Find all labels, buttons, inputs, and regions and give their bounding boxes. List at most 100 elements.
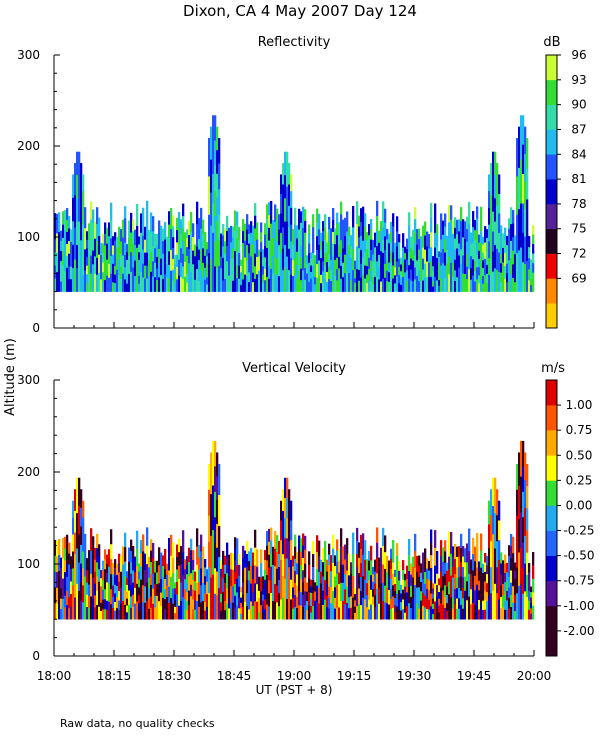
heatmap-cell (88, 573, 91, 585)
heatmap-cell (70, 279, 73, 292)
heatmap-cell (96, 548, 99, 563)
heatmap-cell (360, 235, 363, 251)
heatmap-cell (274, 566, 277, 585)
heatmap-cell (54, 603, 57, 620)
heatmap-cell (190, 538, 193, 551)
heatmap-cell (206, 263, 209, 271)
heatmap-cell (442, 604, 445, 620)
heatmap-cell (180, 248, 183, 263)
heatmap-cell (224, 241, 227, 255)
heatmap-cell (222, 235, 225, 247)
heatmap-cell (350, 235, 353, 247)
heatmap-cell (456, 577, 459, 589)
heatmap-cell (88, 240, 91, 258)
heatmap-cell (90, 528, 93, 552)
heatmap-cell (254, 253, 257, 267)
heatmap-cell (66, 548, 69, 564)
heatmap-cell (508, 608, 511, 620)
heatmap-cell (82, 500, 85, 518)
heatmap-cell (482, 236, 485, 245)
heatmap-cell (272, 564, 275, 584)
heatmap-cell (138, 603, 141, 612)
heatmap-cell (396, 555, 399, 569)
heatmap-cell (354, 282, 357, 288)
heatmap-cell (528, 581, 531, 592)
heatmap-cell (358, 248, 361, 260)
heatmap-cell (302, 249, 305, 271)
heatmap-cell (84, 533, 87, 556)
heatmap-cell (394, 569, 397, 578)
heatmap-cell (494, 268, 497, 292)
heatmap-cell (436, 585, 439, 597)
heatmap-cell (262, 283, 265, 292)
heatmap-cell (334, 587, 337, 599)
heatmap-cell (156, 245, 159, 258)
heatmap-cell (348, 263, 351, 274)
heatmap-cell (58, 212, 61, 233)
heatmap-cell (58, 555, 61, 572)
heatmap-cell (280, 599, 283, 620)
heatmap-cell (418, 239, 421, 250)
heatmap-cell (494, 477, 497, 514)
heatmap-cell (266, 575, 269, 591)
heatmap-cell (416, 275, 419, 292)
heatmap-cell (368, 224, 371, 236)
heatmap-cell (496, 248, 499, 271)
heatmap-cell (404, 265, 407, 273)
heatmap-cell (236, 592, 239, 607)
heatmap-cell (80, 240, 83, 267)
heatmap-cell (178, 243, 181, 261)
heatmap-cell (242, 231, 245, 244)
heatmap-cell (488, 224, 491, 242)
heatmap-cell (430, 529, 433, 543)
heatmap-cell (330, 249, 333, 261)
heatmap-cell (192, 277, 195, 292)
heatmap-cell (164, 222, 167, 240)
heatmap-cell (468, 246, 471, 270)
heatmap-cell (404, 606, 407, 614)
colorbar-swatch (546, 555, 557, 582)
heatmap-cell (352, 248, 355, 271)
heatmap-cell (174, 594, 177, 602)
heatmap-cell (432, 608, 435, 615)
heatmap-cell (496, 163, 499, 185)
heatmap-cell (114, 266, 117, 275)
heatmap-cell (262, 249, 265, 258)
heatmap-cell (452, 556, 455, 568)
heatmap-cell (520, 476, 523, 513)
heatmap-cell (280, 579, 283, 600)
heatmap-cell (410, 280, 413, 292)
heatmap-cell (456, 557, 459, 568)
heatmap-cell (166, 608, 169, 620)
heatmap-cell (508, 281, 511, 292)
heatmap-cell (110, 220, 113, 239)
heatmap-cell (448, 556, 451, 570)
heatmap-cell (242, 594, 245, 608)
heatmap-cell (108, 236, 111, 251)
heatmap-cell (144, 602, 147, 620)
heatmap-cell (214, 568, 217, 595)
heatmap-cell (414, 267, 417, 280)
heatmap-cell (190, 584, 193, 597)
heatmap-cell (156, 560, 159, 573)
heatmap-cell (280, 174, 283, 195)
heatmap-cell (154, 233, 157, 249)
heatmap-cell (368, 609, 371, 620)
reflectivity-colorbar-unit: dB (543, 35, 560, 50)
heatmap-cell (92, 277, 95, 292)
heatmap-cell (486, 610, 489, 620)
heatmap-cell (278, 276, 281, 292)
heatmap-cell (248, 599, 251, 610)
heatmap-cell (524, 154, 527, 182)
heatmap-cell (224, 573, 227, 584)
heatmap-cell (184, 276, 187, 292)
heatmap-cell (472, 259, 475, 276)
heatmap-cell (380, 241, 383, 252)
heatmap-cell (462, 598, 465, 610)
colorbar-label: -2.00 (563, 624, 594, 638)
heatmap-cell (476, 601, 479, 620)
heatmap-cell (336, 269, 339, 281)
heatmap-cell (486, 255, 489, 266)
heatmap-cell (86, 558, 89, 571)
heatmap-cell (72, 244, 75, 269)
